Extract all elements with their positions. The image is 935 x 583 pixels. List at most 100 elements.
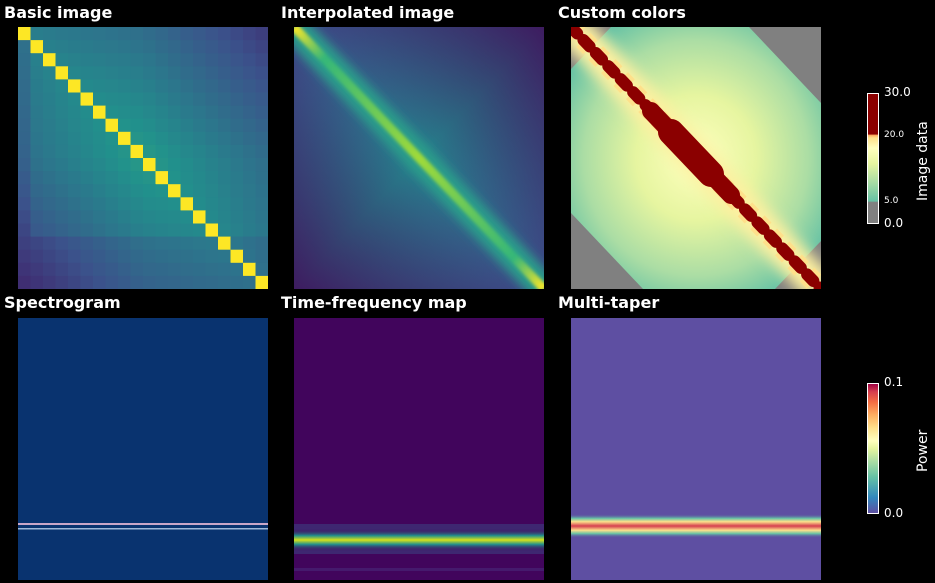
heatmap-cell [18, 236, 31, 251]
heatmap-cell [180, 184, 194, 198]
spectrogram-plot [18, 318, 268, 580]
interpolated-image-panel [294, 27, 544, 289]
multi-taper-panel [571, 318, 821, 580]
clip-low-corner [749, 27, 821, 103]
heatmap-cell [255, 92, 268, 107]
power-colorbar-label: Power [915, 429, 931, 472]
heatmap-cell [18, 144, 31, 159]
heatmap-cell [168, 158, 181, 172]
heatmap-cell [130, 40, 144, 54]
heatmap-cell [43, 236, 56, 251]
heatmap-cell [205, 197, 219, 211]
image-colorbar-tick-20: 20.0 [884, 130, 905, 140]
heatmap-cell [80, 27, 94, 41]
time-frequency-map-title: Time-frequency map [281, 293, 467, 312]
heatmap-cell [80, 249, 94, 264]
heatmap-cell [230, 66, 244, 80]
heatmap-cell [243, 118, 256, 133]
heatmap-cell [18, 118, 31, 133]
heatmap-cell [43, 223, 56, 238]
heatmap-cell [193, 262, 206, 277]
heatmap-cell [43, 27, 56, 41]
heatmap-cell [193, 66, 206, 80]
power-colorbar-tick-min: 0.0 [884, 506, 904, 520]
spectrogram-line [18, 528, 268, 530]
heatmap-cell [118, 197, 131, 211]
diagonal-cell [105, 118, 119, 133]
heatmap-cell [255, 210, 268, 224]
heatmap-cell [155, 131, 169, 146]
heatmap-cell [143, 171, 156, 185]
heatmap-cell [243, 105, 256, 120]
heatmap-cell [18, 66, 31, 80]
heatmap-cell [43, 262, 56, 277]
heatmap-cell [43, 210, 56, 224]
heatmap-cell [105, 79, 119, 93]
heatmap-cell [18, 105, 31, 120]
heatmap-cell [93, 53, 106, 67]
heatmap-cell [180, 92, 194, 107]
heatmap-cell [193, 118, 206, 133]
heatmap-cell [143, 275, 156, 289]
heatmap-cell [30, 210, 44, 224]
heatmap-cell [143, 131, 156, 146]
heatmap-cell [180, 158, 194, 172]
heatmap-cell [205, 27, 219, 41]
heatmap-cell [118, 66, 131, 80]
heatmap-cell [255, 118, 268, 133]
heatmap-cell [243, 53, 256, 67]
heatmap-cell [30, 223, 44, 238]
heatmap-cell [205, 131, 219, 146]
image-data-colorbar [867, 93, 879, 224]
heatmap-cell [205, 66, 219, 80]
heatmap-cell [68, 210, 81, 224]
heatmap-cell [68, 118, 81, 133]
clip-low-corner [571, 213, 643, 289]
heatmap-cell [30, 92, 44, 107]
heatmap-cell [18, 53, 31, 67]
heatmap-cell [143, 184, 156, 198]
heatmap-cell [230, 53, 244, 67]
heatmap-cell [168, 27, 181, 41]
image-colorbar-tick-5: 5.0 [884, 196, 899, 206]
heatmap-cell [243, 92, 256, 107]
heatmap-cell [193, 40, 206, 54]
heatmap-cell [180, 66, 194, 80]
heatmap-cell [155, 210, 169, 224]
diagonal-cell [180, 197, 194, 211]
heatmap-cell [143, 27, 156, 41]
spectrogram-line [18, 523, 268, 525]
heatmap-cell [93, 223, 106, 238]
heatmap-cell [155, 249, 169, 264]
heatmap-cell [255, 66, 268, 80]
heatmap-cell [218, 79, 231, 93]
heatmap-cell [43, 275, 56, 289]
heatmap-cell [193, 236, 206, 251]
heatmap-cell [193, 105, 206, 120]
heatmap-cell [143, 92, 156, 107]
heatmap-cell [43, 40, 56, 54]
heatmap-cell [218, 223, 231, 238]
heatmap-cell [193, 223, 206, 238]
heatmap-cell [105, 40, 119, 54]
heatmap-cell [105, 66, 119, 80]
heatmap-cell [180, 105, 194, 120]
heatmap-cell [230, 79, 244, 93]
heatmap-cell [243, 249, 256, 264]
heatmap-cell [93, 144, 106, 159]
interpolated-image-plot [294, 27, 544, 289]
heatmap-cell [130, 184, 144, 198]
heatmap-cell [230, 40, 244, 54]
heatmap-cell [30, 249, 44, 264]
heatmap-cell [55, 262, 69, 277]
heatmap-cell [93, 197, 106, 211]
heatmap-cell [218, 262, 231, 277]
heatmap-cell [205, 236, 219, 251]
power-colorbar [867, 383, 879, 514]
heatmap-cell [130, 79, 144, 93]
heatmap-cell [68, 197, 81, 211]
heatmap-cell [205, 171, 219, 185]
heatmap-cell [205, 92, 219, 107]
heatmap-cell [30, 27, 44, 41]
heatmap-cell [155, 236, 169, 251]
